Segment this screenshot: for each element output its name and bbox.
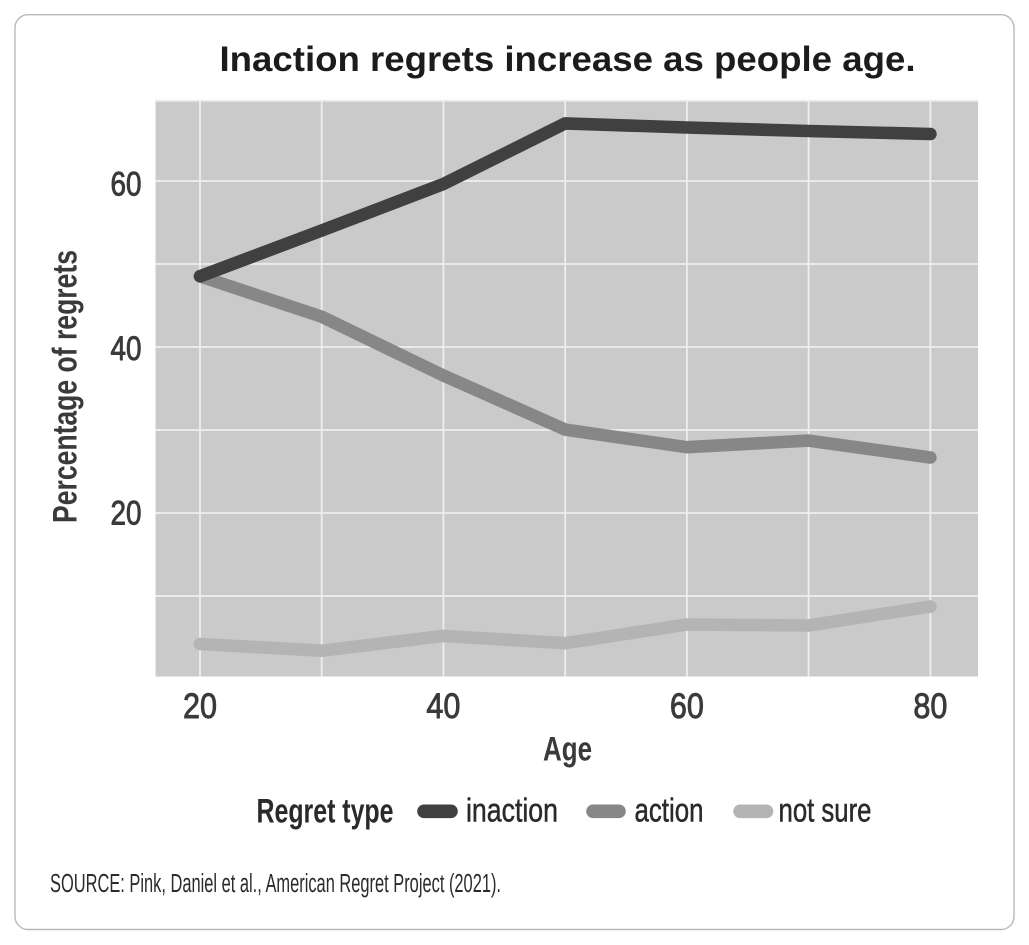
svg-text:action: action [635,792,704,829]
svg-text:Regret type: Regret type [257,793,394,831]
svg-text:not sure: not sure [779,792,872,829]
svg-text:20: 20 [183,687,217,726]
svg-text:Age: Age [543,731,592,769]
svg-text:inaction: inaction [466,792,558,829]
svg-text:SOURCE: Pink, Daniel et al., A: SOURCE: Pink, Daniel et al., American Re… [50,870,501,898]
svg-text:40: 40 [426,687,460,726]
svg-text:Inaction regrets increase as p: Inaction regrets increase as people age. [220,40,916,79]
svg-text:Percentage of regrets: Percentage of regrets [47,250,85,523]
svg-text:60: 60 [111,166,142,204]
svg-text:20: 20 [111,495,142,533]
svg-text:80: 80 [913,687,947,726]
svg-text:40: 40 [111,330,142,368]
svg-text:60: 60 [670,687,704,726]
